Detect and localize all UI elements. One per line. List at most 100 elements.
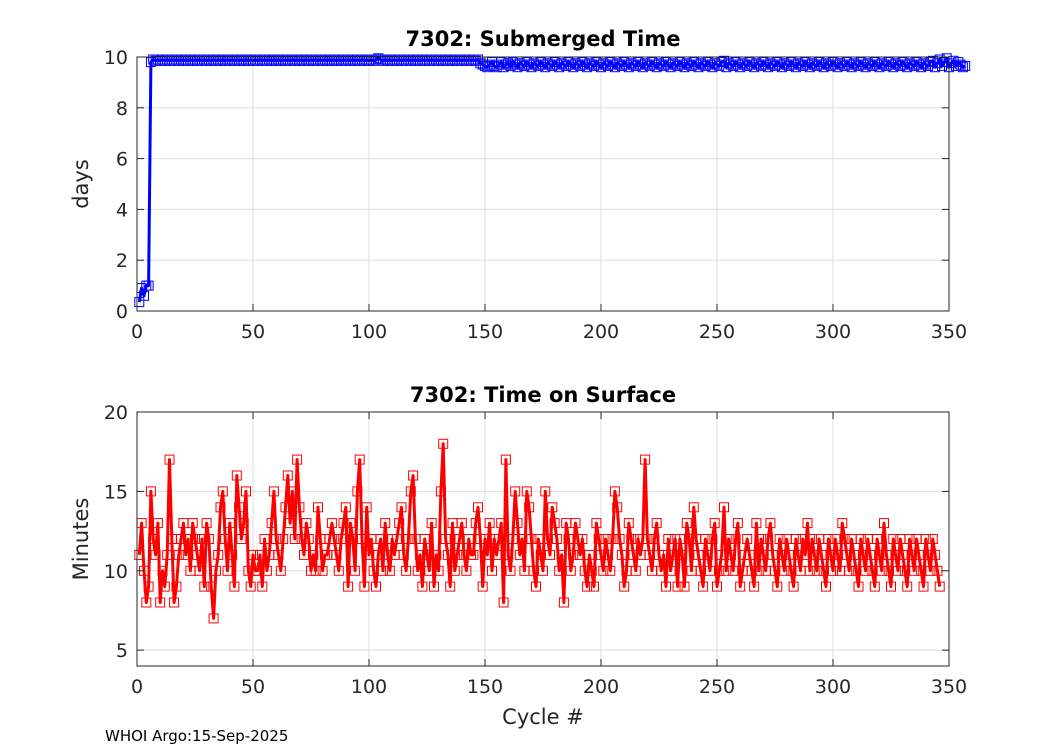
data-point-marker (609, 486, 620, 497)
data-point-marker (192, 549, 203, 560)
data-point-marker (709, 518, 720, 529)
data-point-marker (498, 597, 509, 608)
x-tick-label: 150 (467, 676, 503, 698)
data-point-marker (628, 549, 639, 560)
data-point-marker (918, 581, 929, 592)
data-point-marker (429, 581, 439, 592)
data-point-marker (164, 454, 175, 465)
data-point-marker (157, 565, 168, 576)
y-tick-label: 10 (104, 47, 128, 69)
chart-title: 7302: Submerged Time (405, 27, 680, 51)
data-point-marker (141, 597, 152, 608)
data-point-marker (139, 290, 149, 301)
data-point-marker (930, 549, 941, 560)
data-point-marker (310, 565, 321, 576)
data-point-marker (554, 565, 565, 576)
data-point-marker (526, 534, 537, 544)
x-tick-label: 50 (241, 321, 265, 343)
data-point-marker (336, 534, 347, 544)
data-point-marker (558, 597, 569, 608)
data-point-marker (435, 486, 446, 497)
data-point-marker (512, 518, 523, 529)
plot-area (136, 56, 950, 312)
x-tick-label: 150 (467, 321, 503, 343)
data-point-marker (879, 518, 889, 529)
data-point-marker (821, 581, 831, 592)
data-point-marker (802, 518, 813, 529)
data-point-marker (614, 534, 625, 544)
data-point-marker (858, 549, 869, 560)
data-point-marker (412, 565, 423, 576)
y-tick-label: 4 (116, 199, 128, 221)
data-point-marker (888, 534, 899, 544)
data-point-marker (159, 581, 170, 592)
data-point-marker (180, 549, 191, 560)
data-point-marker (579, 565, 590, 576)
data-point-marker (531, 581, 541, 592)
data-point-marker (317, 565, 328, 576)
data-point-marker (289, 534, 300, 544)
data-point-marker (788, 581, 799, 592)
data-point-marker (719, 502, 729, 513)
data-point-marker (904, 534, 915, 544)
data-point-marker (746, 565, 757, 576)
data-point-marker (236, 534, 247, 544)
data-point-marker (217, 486, 228, 497)
data-point-marker (176, 534, 187, 544)
data-point-marker (231, 470, 242, 481)
y-axis-label: days (69, 159, 93, 209)
data-point-marker (774, 534, 785, 544)
x-tick-label: 300 (815, 321, 851, 343)
data-point-marker (756, 534, 767, 544)
data-point-marker (855, 534, 866, 544)
data-point-marker (545, 549, 555, 560)
data-point-marker (934, 581, 945, 592)
grid (136, 56, 950, 312)
data-point-marker (350, 565, 361, 576)
x-tick-label: 50 (241, 676, 265, 698)
data-point-marker (340, 502, 351, 513)
data-point-marker (445, 581, 456, 592)
data-point-marker (596, 549, 606, 560)
data-point-marker (440, 534, 451, 544)
data-point-marker (415, 549, 425, 560)
data-point-marker (872, 534, 883, 544)
data-point-marker (222, 565, 233, 576)
data-point-marker (145, 486, 156, 497)
data-point-marker (823, 534, 834, 544)
data-point-marker (419, 534, 430, 544)
data-point-marker (626, 534, 637, 544)
data-point-marker (452, 549, 463, 560)
data-point-marker (354, 454, 365, 465)
data-point-marker (869, 581, 880, 592)
data-point-marker (582, 581, 593, 592)
data-point-marker (384, 565, 395, 576)
data-point-marker (259, 534, 270, 544)
chart-title: 7302: Time on Surface (410, 383, 676, 407)
data-point-marker (396, 502, 407, 513)
data-point-marker (893, 565, 903, 576)
data-point-marker (725, 549, 736, 560)
data-point-marker (375, 534, 386, 544)
y-tick-label: 20 (104, 402, 128, 424)
data-point-marker (707, 534, 718, 544)
data-point-marker (619, 581, 630, 592)
data-point-marker (844, 565, 855, 576)
data-point-marker (765, 518, 776, 529)
data-point-marker (700, 534, 711, 544)
data-point-marker (197, 534, 207, 544)
data-point-marker (210, 565, 221, 576)
data-point-marker (777, 549, 787, 560)
data-point-marker (173, 549, 184, 560)
data-point-marker (294, 502, 305, 513)
data-point-marker (732, 518, 743, 529)
data-point-marker (568, 549, 579, 560)
data-point-marker (438, 438, 449, 449)
data-point-marker (248, 549, 258, 560)
plot-area (136, 411, 950, 667)
data-point-marker (220, 534, 231, 544)
data-point-marker (431, 549, 442, 560)
data-point-marker (477, 581, 488, 592)
data-point-marker (329, 534, 340, 544)
